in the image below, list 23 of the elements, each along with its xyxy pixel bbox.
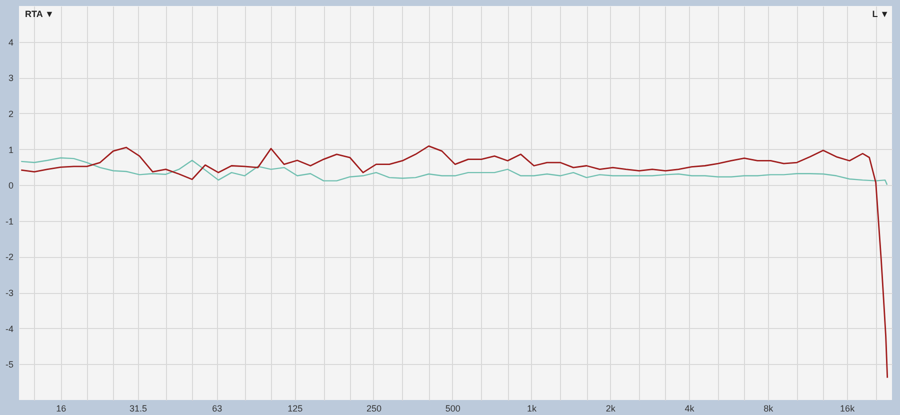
y-tick-label: 2 bbox=[8, 108, 14, 119]
y-tick-label: -5 bbox=[5, 360, 14, 370]
x-tick-label: 500 bbox=[445, 404, 460, 414]
annotation: RTA ▼ bbox=[25, 9, 54, 19]
x-tick-label: 2k bbox=[606, 404, 616, 414]
y-tick-label: -4 bbox=[5, 324, 14, 334]
y-tick-label: 3 bbox=[8, 73, 14, 84]
x-tick-label: 8k bbox=[764, 404, 774, 414]
x-tick-label: 1k bbox=[526, 404, 537, 414]
y-tick-label: -1 bbox=[5, 216, 14, 226]
y-tick-label: -2 bbox=[5, 252, 14, 262]
x-tick-label: 125 bbox=[288, 404, 303, 414]
annotation: L ▼ bbox=[872, 9, 889, 19]
y-tick-label: 0 bbox=[8, 180, 14, 191]
x-tick-label: 63 bbox=[212, 404, 222, 414]
x-tick-label: 31.5 bbox=[129, 404, 147, 414]
x-tick-label: 16 bbox=[56, 404, 66, 414]
y-tick-label: -3 bbox=[5, 288, 14, 298]
x-tick-label: 250 bbox=[366, 404, 382, 414]
y-tick-label: 1 bbox=[8, 144, 14, 155]
x-tick-label: 4k bbox=[684, 404, 695, 414]
y-tick-label: 4 bbox=[8, 37, 14, 48]
x-tick-label: 16k bbox=[840, 404, 856, 414]
